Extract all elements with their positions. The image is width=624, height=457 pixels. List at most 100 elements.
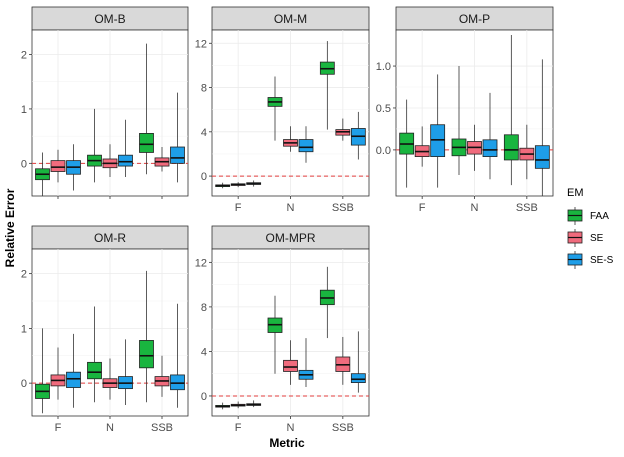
box-n-faa — [87, 306, 102, 403]
box-ssb-faa — [503, 35, 519, 186]
y-tick-label: 4 — [201, 346, 207, 358]
box-ssb-se-s — [534, 59, 550, 196]
box-n-se-s — [118, 119, 133, 177]
legend-entry-faa: FAA — [567, 207, 609, 225]
box-f-se — [50, 149, 66, 183]
box-ssb-se-s — [350, 331, 366, 393]
box-body — [283, 359, 298, 372]
box-ssb-faa — [139, 270, 154, 403]
y-tick-label: 0 — [201, 391, 207, 403]
y-tick-label: 0.5 — [376, 103, 391, 115]
legend-entry-se: SE — [567, 229, 604, 247]
y-tick-label: 0 — [21, 378, 27, 390]
box-ssb-faa — [319, 41, 335, 130]
box-body — [50, 160, 66, 172]
box-f-se-s — [246, 400, 262, 408]
y-tick-label: 2 — [21, 269, 27, 281]
box-ssb-faa — [319, 266, 335, 339]
box-f-faa — [215, 402, 231, 410]
x-tick-label: SSB — [151, 422, 173, 434]
box-f-se-s — [246, 180, 262, 187]
y-tick-label: 0 — [21, 158, 27, 170]
box-body — [298, 139, 314, 153]
box-body — [118, 154, 133, 167]
box-n-se — [283, 340, 298, 385]
x-tick-label: SSB — [332, 422, 354, 434]
box-n-se — [467, 124, 482, 171]
box-ssb-se-s — [350, 111, 366, 160]
box-f-faa — [399, 99, 415, 188]
box-n-se-s — [298, 338, 314, 388]
legend-label: SE — [590, 233, 604, 244]
box-n-faa — [87, 108, 102, 183]
x-tick-label: N — [471, 202, 479, 214]
y-tick-label: 4 — [201, 127, 207, 139]
panel-title: OM-M — [274, 12, 307, 26]
x-tick-label: SSB — [332, 202, 354, 214]
box-ssb-se — [154, 147, 170, 172]
box-body — [503, 134, 519, 161]
box-body — [170, 374, 185, 391]
box-n-faa — [451, 66, 467, 176]
y-tick-label: 12 — [195, 257, 207, 269]
box-f-se — [230, 182, 246, 188]
x-tick-label: N — [287, 422, 295, 434]
box-n-se — [283, 126, 298, 152]
box-n-se — [102, 144, 118, 177]
box-ssb-se — [335, 118, 351, 141]
box-f-se-s — [430, 74, 446, 188]
box-ssb-se — [519, 124, 535, 180]
box-body — [139, 133, 154, 153]
box-n-se-s — [118, 339, 133, 406]
y-tick-label: 1 — [21, 323, 27, 335]
box-body — [66, 371, 81, 388]
x-tick-label: F — [55, 422, 62, 434]
box-f-faa — [35, 328, 50, 414]
panel-title: OM-MPR — [266, 231, 316, 245]
panel-title: OM-R — [94, 231, 126, 245]
panel-om-r: OM-R 0 1 2 F N SSB — [21, 225, 189, 434]
legend: EM FAA SE SE-S — [567, 187, 614, 269]
box-body — [534, 145, 550, 169]
legend-title: EM — [567, 187, 584, 199]
box-f-se-s — [66, 144, 81, 191]
box-f-se-s — [66, 333, 81, 408]
x-tick-label: SSB — [516, 202, 538, 214]
box-f-faa — [35, 152, 50, 196]
x-tick-label: F — [419, 202, 426, 214]
box-body — [87, 361, 102, 380]
box-f-se — [230, 401, 246, 409]
box-ssb-se-s — [170, 303, 185, 408]
box-ssb-se — [154, 355, 170, 397]
y-tick-label: 8 — [201, 302, 207, 314]
box-ssb-se — [335, 336, 351, 385]
box-body — [482, 139, 498, 157]
y-tick-label: 2 — [21, 49, 27, 61]
box-body — [350, 373, 366, 383]
box-f-se — [414, 126, 430, 167]
box-f-se — [50, 347, 66, 400]
y-tick-label: 12 — [195, 38, 207, 50]
y-tick-label: 1 — [21, 104, 27, 116]
box-body — [430, 124, 446, 157]
x-tick-label: N — [106, 422, 114, 434]
x-tick-label: F — [235, 202, 242, 214]
panel-om-mpr: OM-MPR 0 4 8 12 F N SSB — [195, 225, 370, 434]
box-f-faa — [215, 182, 231, 189]
x-tick-label: N — [287, 202, 295, 214]
legend-entry-se-s: SE-S — [567, 251, 614, 269]
box-ssb-se-s — [170, 92, 185, 183]
box-n-faa — [267, 76, 283, 141]
box-n-se-s — [298, 126, 314, 163]
box-body — [170, 146, 185, 164]
box-n-faa — [267, 295, 283, 374]
y-axis-title: Relative Error — [3, 188, 17, 267]
legend-entries: FAA SE SE-S — [567, 207, 614, 269]
x-tick-label: F — [235, 422, 242, 434]
x-axis-title: Metric — [269, 436, 305, 450]
legend-label: SE-S — [590, 255, 614, 266]
panel-om-p: OM-P 0.0 0.5 1.0 F N SSB — [376, 6, 554, 214]
panel-om-m: OM-M 0 4 8 12 F N SSB — [195, 6, 370, 214]
